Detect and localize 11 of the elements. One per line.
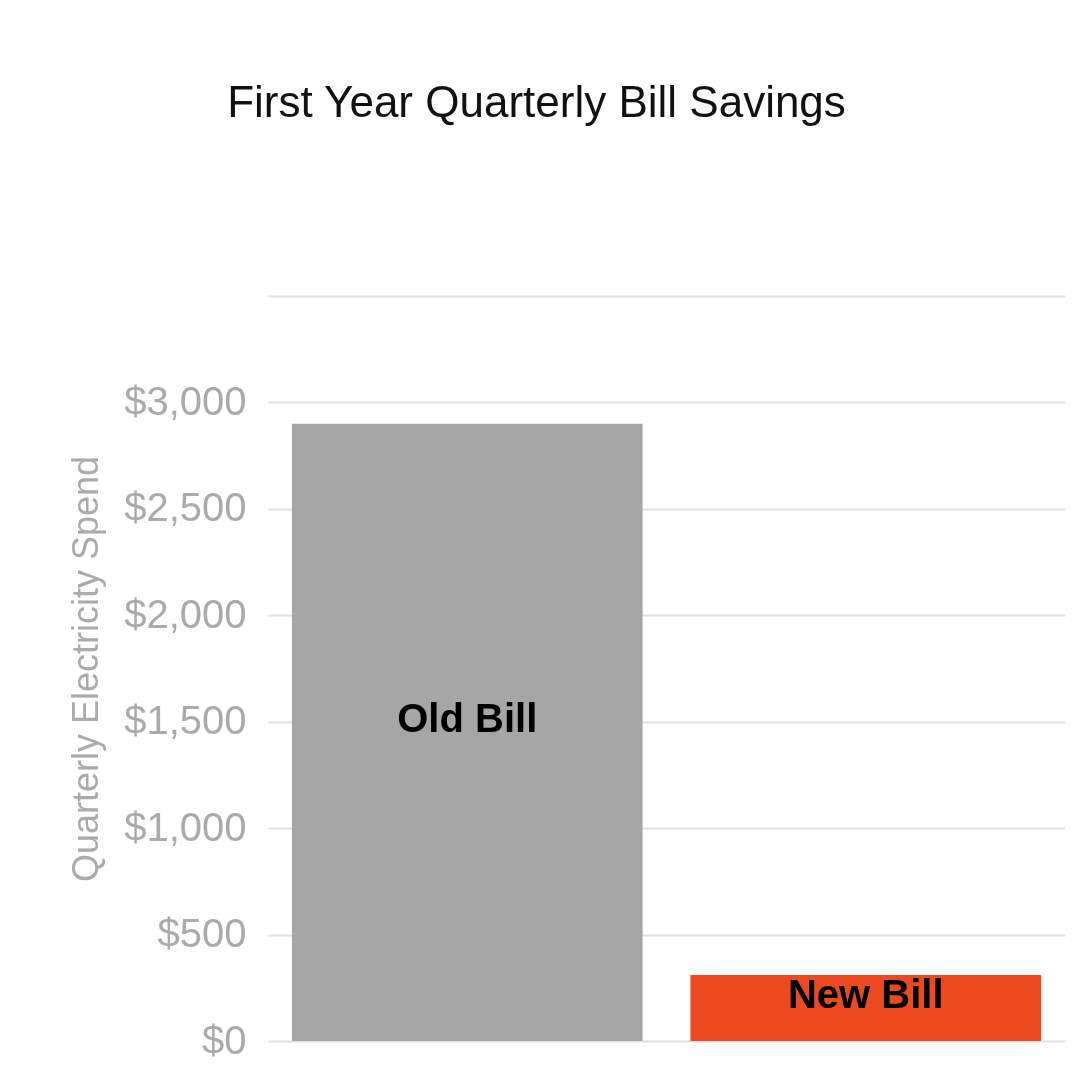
x-tick-label: New Bill bbox=[787, 972, 944, 1017]
y-tick-label: $2,500 bbox=[124, 485, 247, 530]
x-tick-label: Old Bill bbox=[397, 696, 538, 741]
chart-title: First Year Quarterly Bill Savings bbox=[227, 77, 846, 126]
y-tick-label: $1,000 bbox=[124, 804, 247, 849]
y-tick-label: $1,500 bbox=[124, 698, 247, 743]
y-axis-title: Quarterly Electricity Spend bbox=[65, 455, 107, 883]
y-tick-label: $2,000 bbox=[124, 591, 247, 636]
y-tick-label: $0 bbox=[202, 1017, 247, 1062]
y-tick-label: $500 bbox=[157, 911, 247, 956]
y-tick-label: $3,000 bbox=[124, 378, 247, 423]
